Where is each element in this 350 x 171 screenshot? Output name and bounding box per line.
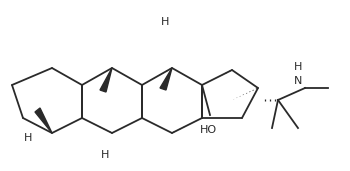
Text: N: N: [294, 76, 302, 86]
Text: H: H: [24, 133, 32, 143]
Polygon shape: [160, 68, 172, 90]
Text: H: H: [101, 150, 109, 160]
Text: H: H: [294, 62, 302, 72]
Text: H: H: [161, 17, 169, 27]
Polygon shape: [35, 108, 52, 133]
Text: HO: HO: [199, 125, 217, 135]
Polygon shape: [100, 68, 112, 92]
